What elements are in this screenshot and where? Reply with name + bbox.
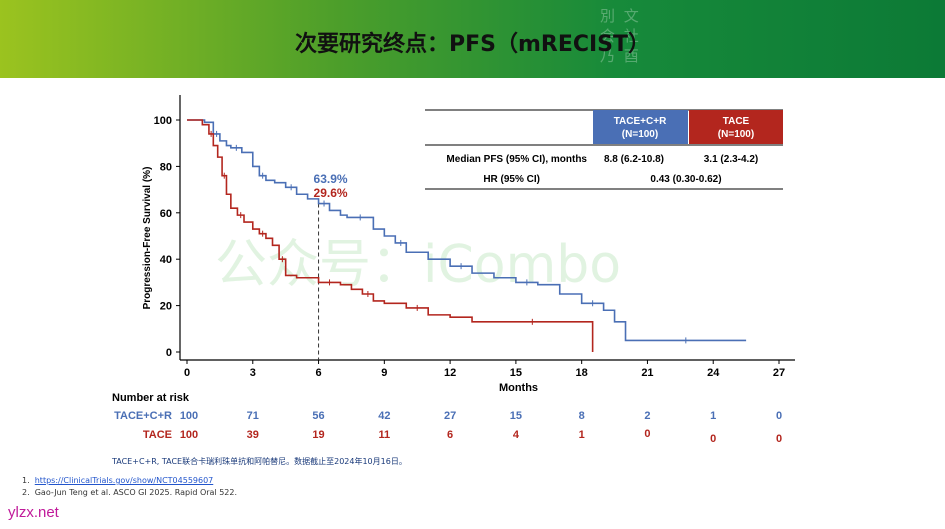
reference-link[interactable]: https://ClinicalTrials.gov/show/NCT04559…	[34, 476, 214, 485]
risk-value: 2	[644, 410, 650, 422]
x-tick-label: 27	[773, 367, 785, 379]
y-tick-label: 60	[160, 208, 172, 220]
annotation-tace: 29.6%	[314, 186, 348, 200]
annotation-tace-c-r: 63.9%	[314, 172, 348, 186]
x-tick-label: 18	[576, 367, 588, 379]
risk-value: 19	[312, 429, 324, 441]
y-tick-label: 40	[160, 254, 172, 266]
y-tick-label: 80	[160, 161, 172, 173]
risk-value: 0	[776, 410, 782, 422]
risk-value: 100	[180, 429, 198, 441]
table-value: 0.43 (0.30-0.62)	[650, 174, 721, 185]
risk-value: 1	[579, 429, 585, 441]
y-tick-label: 20	[160, 301, 172, 313]
title-banner	[0, 0, 945, 78]
risk-value: 6	[447, 429, 453, 441]
table-header-label: TACE	[723, 116, 750, 127]
risk-value: 27	[444, 410, 456, 422]
table-header-label: TACE+C+R	[614, 116, 667, 127]
table-header-tace	[689, 110, 783, 144]
reference-2: 2. Gao-Jun Teng et al. ASCO GI 2025. Rap…	[22, 488, 238, 497]
x-tick-label: 6	[315, 367, 321, 379]
risk-value: 0	[644, 428, 650, 440]
risk-row-name: TACE	[143, 429, 172, 441]
seal-logo: 別 文 会 社 乃 酉	[600, 7, 641, 65]
x-tick-label: 24	[707, 367, 720, 379]
x-tick-label: 12	[444, 367, 456, 379]
risk-value: 11	[379, 429, 391, 441]
y-axis-label: Progression-Free Survival (%)	[142, 167, 153, 310]
y-tick-label: 0	[166, 347, 172, 359]
reference-1: 1. https://ClinicalTrials.gov/show/NCT04…	[22, 476, 214, 485]
table-value: 3.1 (2.3-4.2)	[704, 154, 758, 165]
site-label: ylzx.net	[8, 504, 59, 521]
footnote: TACE+C+R, TACE联合卡瑞利珠单抗和阿帕替尼。数据截止至2024年10…	[112, 457, 407, 466]
x-axis-label: Months	[499, 382, 538, 394]
risk-value: 15	[510, 410, 522, 422]
number-at-risk-label: Number at risk	[112, 392, 190, 404]
x-tick-label: 21	[641, 367, 653, 379]
risk-value: 71	[247, 410, 259, 422]
table-row-label: HR (95% CI)	[483, 174, 540, 185]
table-header-n: (N=100)	[718, 129, 754, 140]
x-tick-label: 9	[381, 367, 387, 379]
risk-value: 4	[513, 429, 520, 441]
table-header-n: (N=100)	[622, 129, 658, 140]
y-tick-label: 100	[154, 115, 172, 127]
table-value: 8.8 (6.2-10.8)	[604, 154, 664, 165]
risk-value: 8	[579, 410, 585, 422]
x-tick-label: 0	[184, 367, 190, 379]
risk-value: 100	[180, 410, 198, 422]
references: 1. https://ClinicalTrials.gov/show/NCT04…	[22, 475, 237, 499]
risk-row-name: TACE+C+R	[114, 410, 172, 422]
series-line-0	[187, 119, 747, 342]
risk-value: 1	[710, 410, 716, 422]
table-header-tace-c-r	[593, 110, 688, 144]
table-row-label: Median PFS (95% CI), months	[446, 154, 587, 165]
x-tick-label: 15	[510, 367, 522, 379]
page-title: 次要研究终点：PFS（mRECIST）	[294, 32, 651, 57]
risk-value: 0	[776, 433, 782, 445]
risk-value: 56	[312, 410, 324, 422]
risk-value: 0	[710, 433, 716, 445]
risk-value: 39	[247, 429, 259, 441]
series-line-1	[187, 119, 594, 352]
x-tick-label: 3	[250, 367, 256, 379]
risk-value: 42	[378, 410, 390, 422]
